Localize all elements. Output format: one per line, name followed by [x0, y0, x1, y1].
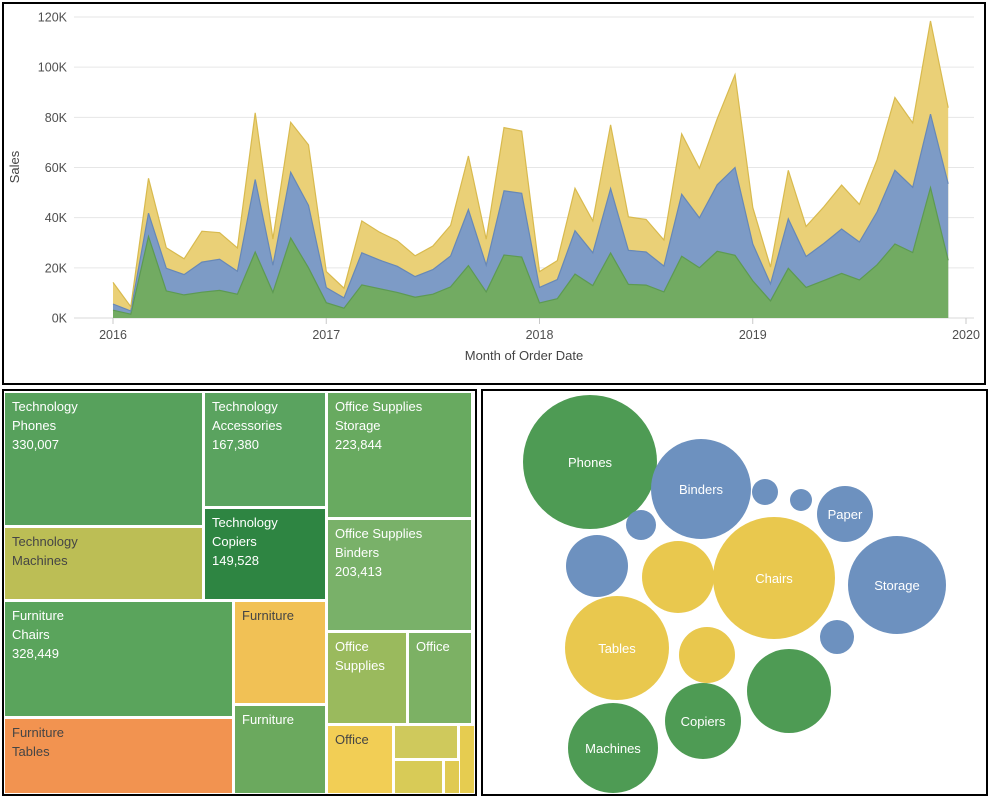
treemap-cell-label: Furniture: [242, 712, 295, 727]
treemap-cell-label: Tables: [12, 744, 50, 759]
treemap-cell-machines[interactable]: Technology Machines: [5, 528, 202, 599]
y-tick-label: 60K: [45, 161, 68, 175]
treemap-cell-label: Office Supplies: [335, 399, 423, 414]
x-tick-label: 2016: [99, 328, 127, 342]
y-tick-label: 20K: [45, 261, 68, 275]
treemap-cell-label: Furniture: [12, 608, 65, 623]
area-series-technology[interactable]: [113, 187, 949, 318]
treemap-cell-label: Binders: [335, 545, 380, 560]
bubble-paper[interactable]: Paper: [817, 486, 873, 542]
bubble-label: Tables: [598, 640, 636, 656]
treemap-cell-accessories[interactable]: Technology Accessories 167,380: [205, 393, 325, 506]
bubble-chairs[interactable]: Chairs: [713, 517, 835, 639]
treemap-cell-label: Technology: [12, 534, 78, 549]
treemap-cell-label: Office: [335, 639, 369, 654]
treemap-cell-label: Technology: [212, 515, 278, 530]
treemap-cell-label: Furniture: [12, 725, 65, 740]
bubble-unlabeled[interactable]: [820, 620, 854, 654]
treemap-cell-storage[interactable]: Office Supplies Storage 223,844: [328, 393, 471, 517]
treemap-cell-furniture-2[interactable]: Furniture: [235, 706, 325, 793]
treemap-cell-label: Office Supplies: [335, 526, 423, 541]
bubble-copiers[interactable]: Copiers: [665, 683, 741, 759]
treemap-cell-binders[interactable]: Office Supplies Binders 203,413: [328, 520, 471, 630]
bubble-unlabeled[interactable]: [642, 541, 714, 613]
bubble-unlabeled[interactable]: [679, 627, 735, 683]
treemap-cell-label: Accessories: [212, 418, 283, 433]
treemap-cell-chairs[interactable]: Furniture Chairs 328,449: [5, 602, 232, 716]
treemap-cell-label: Furniture: [242, 608, 295, 623]
bubble-label: Storage: [874, 577, 920, 593]
sales-over-time-area-chart: 0K 20K 40K 60K 80K 100K 120K 2016 2017 2018 2019 20…: [7, 11, 980, 364]
treemap-cell-label: Office: [416, 639, 450, 654]
y-tick-label: 120K: [38, 11, 68, 25]
bubble-label: Chairs: [755, 570, 793, 586]
bubble-unlabeled[interactable]: [752, 479, 778, 505]
series-boundary-furniture: [112, 20, 949, 309]
treemap-cell-label: Chairs: [12, 627, 50, 642]
treemap-cell-copiers[interactable]: Technology Copiers 149,528: [205, 509, 325, 599]
y-tick-label: 40K: [45, 211, 68, 225]
x-tick-label: 2017: [312, 328, 340, 342]
treemap-panel: Technology Phones 330,007 Technology Acc…: [2, 389, 477, 796]
treemap-cell-label: Office: [335, 732, 369, 747]
x-tick-label: 2020: [952, 328, 980, 342]
x-tick-label: 2018: [526, 328, 554, 342]
bubble-unlabeled[interactable]: [626, 510, 656, 540]
bubble-label: Machines: [585, 740, 641, 756]
y-tick-label: 80K: [45, 111, 68, 125]
treemap-cell-tables[interactable]: Furniture Tables: [5, 719, 232, 793]
treemap-cell-office-1[interactable]: Office: [409, 633, 471, 723]
bubble-label: Copiers: [680, 713, 726, 729]
x-axis-title: Month of Order Date: [465, 348, 584, 363]
treemap-cell-small-1[interactable]: [395, 726, 457, 758]
series-boundary-office-supplies: [112, 113, 949, 312]
bubble-tables[interactable]: Tables: [565, 596, 669, 700]
bubble-unlabeled[interactable]: [566, 535, 628, 597]
bubble-label: Phones: [567, 454, 613, 470]
treemap-cell-small-4[interactable]: [460, 726, 474, 793]
bubble-label: Binders: [678, 481, 724, 497]
treemap-cell-label: Technology: [212, 399, 278, 414]
series-boundary-technology: [112, 185, 949, 315]
sales-trend-panel: 0K 20K 40K 60K 80K 100K 120K 2016 2017 2018 2019 20…: [2, 2, 986, 385]
treemap-cell-label: Supplies: [335, 658, 385, 673]
bubble-phones[interactable]: Phones: [523, 395, 657, 529]
treemap-cell-label: Phones: [12, 418, 57, 433]
treemap-cell-office-2[interactable]: Office: [328, 726, 392, 793]
treemap-cell-value: 223,844: [335, 437, 382, 452]
treemap-cell-label: Technology: [12, 399, 78, 414]
treemap-cell-label: Machines: [12, 553, 68, 568]
bubble-binders[interactable]: Binders: [651, 439, 751, 539]
treemap-cell-small-3[interactable]: [445, 761, 459, 793]
y-tick-label: 0K: [52, 312, 68, 326]
bubble-chart-panel: Phones Binders Paper Chairs Storage Tabl…: [481, 389, 988, 796]
treemap-cell-value: 167,380: [212, 437, 259, 452]
treemap-cell-label: Storage: [335, 418, 381, 433]
treemap-cell-value: 149,528: [212, 553, 259, 568]
treemap-cell-phones[interactable]: Technology Phones 330,007: [5, 393, 202, 525]
x-tick-label: 2019: [739, 328, 767, 342]
bubble-label: Paper: [827, 506, 863, 522]
bubble-unlabeled[interactable]: [747, 649, 831, 733]
y-axis-title: Sales: [7, 150, 22, 183]
treemap-cell-label: Copiers: [212, 534, 257, 549]
bubble-machines[interactable]: Machines: [568, 703, 658, 793]
treemap-cell-value: 203,413: [335, 564, 382, 579]
treemap-cell-furniture-1[interactable]: Furniture: [235, 602, 325, 703]
treemap-cell-value: 330,007: [12, 437, 59, 452]
treemap-cell-value: 328,449: [12, 646, 59, 661]
treemap-cell-office-supplies[interactable]: Office Supplies: [328, 633, 406, 723]
bubble-unlabeled[interactable]: [790, 489, 812, 511]
y-tick-label: 100K: [38, 61, 68, 75]
bubble-storage[interactable]: Storage: [848, 536, 946, 634]
treemap-cell-small-2[interactable]: [395, 761, 442, 793]
